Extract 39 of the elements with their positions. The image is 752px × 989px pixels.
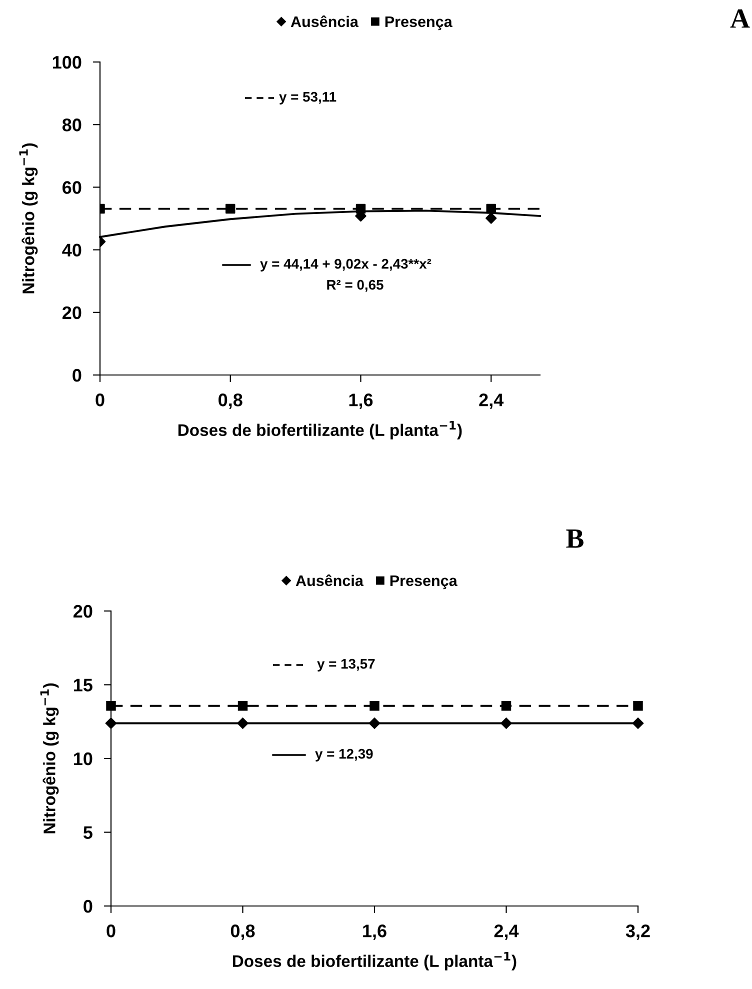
text: B bbox=[566, 529, 584, 548]
y-tick-label: 5 bbox=[83, 826, 92, 839]
y-tick-label: 80 bbox=[62, 118, 82, 132]
annotation: y = 13,57 bbox=[317, 658, 375, 672]
y-axis-title: Nitrogênio (g kg$^{−1}$) bbox=[19, 143, 38, 294]
annotation: y = 44,14 + 9,02x - 2,43**x² bbox=[260, 258, 432, 272]
x-tick-label: 0 bbox=[106, 924, 116, 938]
point bbox=[226, 204, 236, 214]
x-axis-title: Doses de biofertilizante (L planta$^{−1}$) bbox=[232, 952, 516, 970]
x-tick-label: 1,6 bbox=[363, 924, 386, 940]
point bbox=[356, 204, 366, 214]
y-tick-label: 20 bbox=[62, 306, 82, 320]
point bbox=[486, 204, 496, 214]
annotation: R² = 0,65 bbox=[327, 280, 384, 292]
x-tick-label: 0,8 bbox=[230, 924, 255, 940]
y-tick-label: 100 bbox=[52, 56, 82, 69]
y-tick-label: 0 bbox=[84, 900, 92, 913]
y-tick-label: 10 bbox=[74, 752, 92, 766]
text: A bbox=[730, 9, 750, 28]
x-tick-label: 3,2 bbox=[626, 924, 650, 940]
y-axis-title: Nitrogênio (g kg$^{−1}$) bbox=[40, 683, 59, 834]
annotation: y = 53,11 bbox=[279, 92, 336, 104]
x-tick-label: 1,6 bbox=[349, 394, 373, 409]
legend-label: Presença bbox=[385, 16, 452, 30]
legend-label: Ausência bbox=[290, 16, 359, 28]
y-tick-label: 60 bbox=[62, 181, 82, 194]
y-tick-label: 20 bbox=[73, 604, 92, 618]
x-axis-title: Doses de biofertilizante (L planta$^{−1}$) bbox=[178, 421, 462, 440]
x-tick-label: 2,4 bbox=[479, 394, 504, 409]
x-tick-label: 0 bbox=[96, 394, 104, 406]
x-tick-label: 2,4 bbox=[494, 924, 519, 940]
y-tick-label: 15 bbox=[74, 678, 92, 692]
legend-label: Presença bbox=[390, 575, 458, 590]
point bbox=[486, 212, 497, 224]
annotation: y = 12,39 bbox=[315, 748, 373, 762]
legend-label: Ausência bbox=[296, 574, 364, 586]
x-tick-label: 0,8 bbox=[218, 394, 242, 409]
y-tick-label: 0 bbox=[72, 368, 82, 382]
y-tick-label: 40 bbox=[62, 244, 82, 257]
